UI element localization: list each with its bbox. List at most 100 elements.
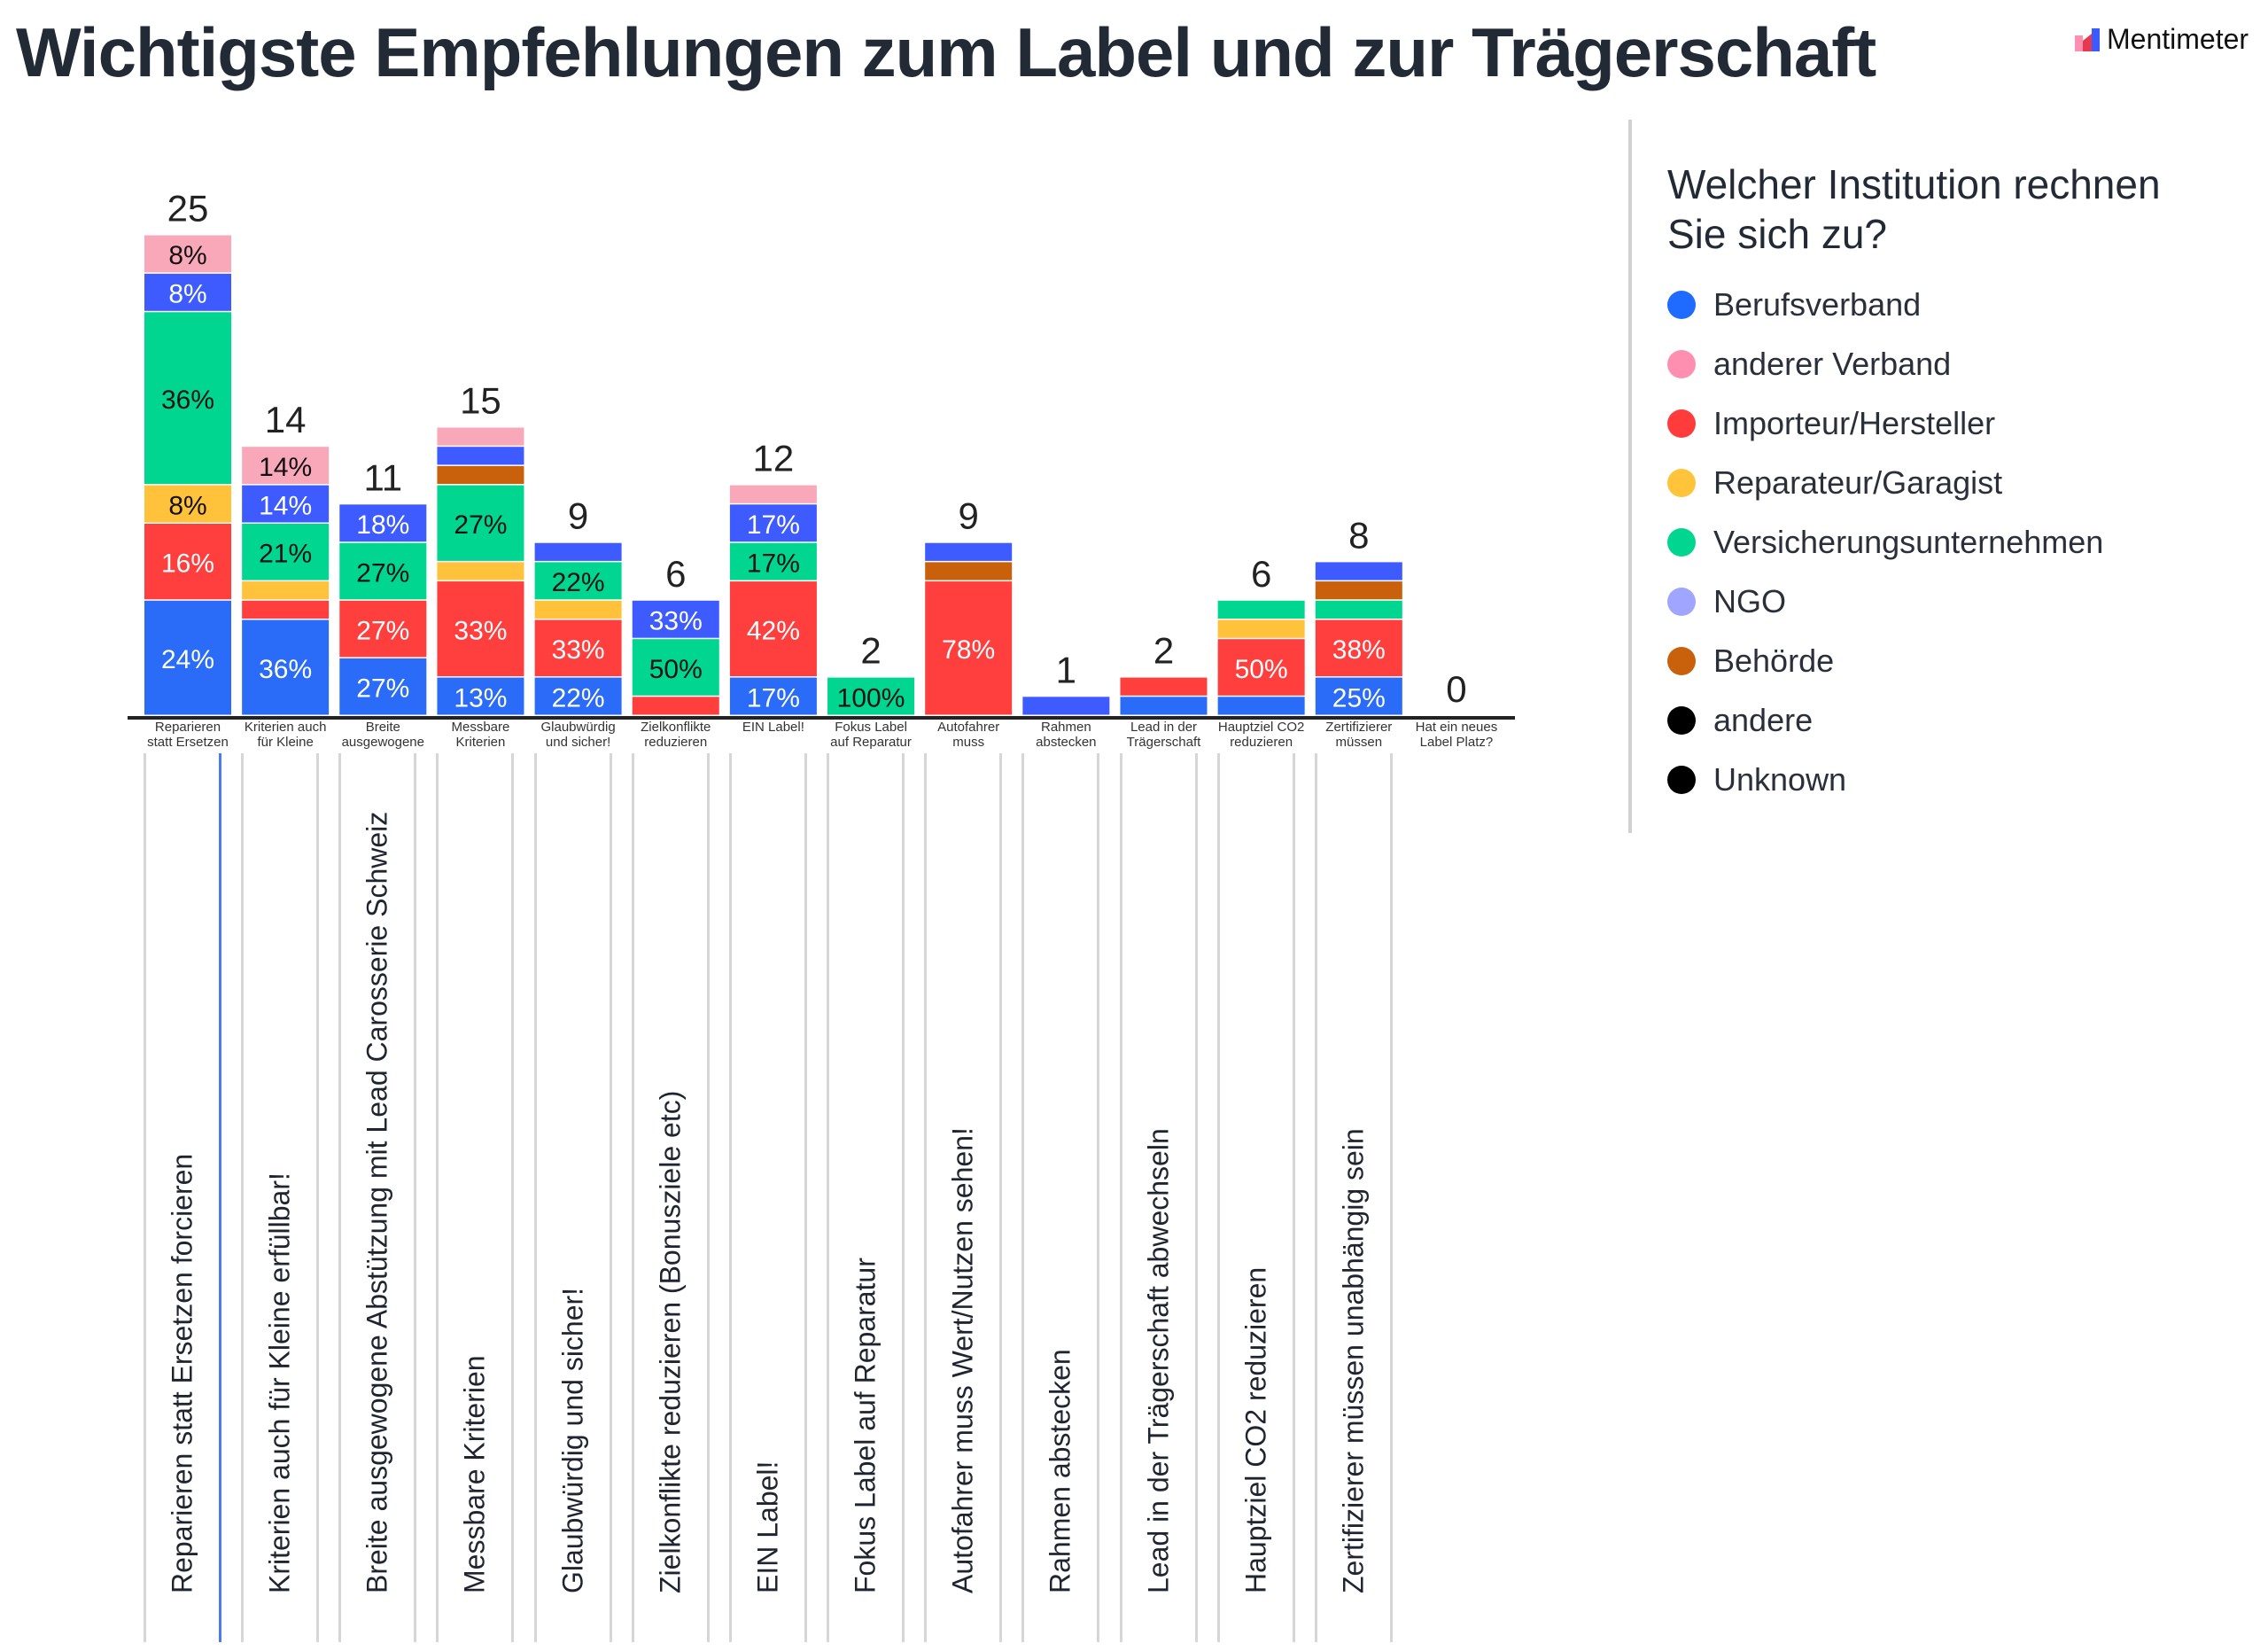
x-tick-label: Zielkonflikte reduzieren bbox=[630, 720, 722, 755]
bar-total-label: 8 bbox=[1348, 514, 1369, 556]
bar-group: 78% 9 bbox=[925, 495, 1013, 715]
bar-segment bbox=[437, 562, 524, 580]
answer-card-text: Rahmen abstecken bbox=[1044, 1349, 1076, 1593]
bar-group: 36% 21% 14% 14% 14 bbox=[242, 399, 330, 715]
legend-divider bbox=[1628, 120, 1632, 833]
answer-card[interactable]: Autofahrer muss Wert/Nutzen sehen! bbox=[924, 753, 1003, 1642]
bar-segment bbox=[242, 619, 330, 715]
x-tick-label-line: Glaubwürdig bbox=[540, 720, 616, 735]
answer-card[interactable]: EIN Label! bbox=[728, 753, 807, 1642]
answer-card-text: Lead in der Trägerschaft abwechseln bbox=[1142, 1128, 1174, 1593]
x-tick-label: Hauptziel CO2 reduzieren bbox=[1216, 720, 1308, 755]
x-tick-label-line: muss bbox=[952, 735, 985, 750]
bars-layer: 24%16%8%36%8%8%2536%21%14%14%1427%27%27%… bbox=[128, 188, 1515, 720]
answer-card-text: Hauptziel CO2 reduzieren bbox=[1239, 1266, 1272, 1593]
mentimeter-logo-icon bbox=[2075, 27, 2100, 51]
answer-card[interactable]: Hauptziel CO2 reduzieren bbox=[1216, 753, 1295, 1642]
segment-percent-label: 42% bbox=[747, 616, 800, 645]
segment-percent-label: 50% bbox=[649, 655, 703, 684]
x-tick-label-line: Hauptziel CO2 bbox=[1217, 720, 1305, 735]
legend-dot-icon bbox=[1667, 646, 1696, 675]
answer-card[interactable]: Glaubwürdig und sicher! bbox=[533, 753, 612, 1642]
segment-percent-label: 38% bbox=[1332, 635, 1386, 665]
answer-card[interactable]: Messbare Kriterien bbox=[436, 753, 515, 1642]
bar-segment bbox=[534, 542, 622, 561]
answer-card[interactable]: Zertifizierer müssen unabhängig sein bbox=[1314, 753, 1393, 1642]
answer-card[interactable]: Zielkonflikte reduzieren (Bonusziele etc… bbox=[631, 753, 710, 1642]
x-tick-label-line: reduzieren bbox=[1230, 735, 1293, 750]
legend-label: Berufsverband bbox=[1713, 285, 1922, 323]
bar-total-label: 9 bbox=[959, 495, 979, 537]
segment-percent-label: 27% bbox=[356, 558, 409, 588]
answer-card[interactable]: Reparieren statt Ersetzen forcieren bbox=[144, 753, 221, 1642]
x-tick-label-line: ausgewogene bbox=[341, 735, 424, 750]
legend-label: anderer Verband bbox=[1713, 345, 1952, 382]
bar-segment bbox=[729, 504, 817, 542]
bar-group: 27% 27% 27% 18% 11 bbox=[339, 456, 427, 715]
segment-percent-label: 16% bbox=[161, 549, 214, 578]
answer-card[interactable]: Kriterien auch für Kleine erfüllbar! bbox=[241, 753, 320, 1642]
segment-percent-label: 14% bbox=[259, 453, 312, 482]
bar-group: 22% 33% 22% 9 bbox=[534, 495, 622, 715]
bar-segment bbox=[827, 677, 915, 715]
segment-percent-label: 33% bbox=[649, 607, 703, 636]
bar-segment bbox=[242, 485, 330, 523]
x-tick-label: Kriterien auch für Kleine bbox=[239, 720, 331, 755]
bar-segment bbox=[632, 639, 719, 696]
bar-segment bbox=[242, 581, 330, 600]
bar-total-label: 9 bbox=[568, 495, 588, 537]
segment-percent-label: 8% bbox=[168, 491, 206, 520]
answer-card[interactable]: Lead in der Trägerschaft abwechseln bbox=[1119, 753, 1198, 1642]
bar-segment bbox=[144, 600, 231, 715]
x-tick-label: Rahmen abstecken bbox=[1020, 720, 1112, 755]
bar-segment bbox=[144, 485, 231, 523]
x-tick-label-line: Reparieren bbox=[154, 720, 221, 735]
bar-segment bbox=[437, 485, 524, 561]
answer-card[interactable]: Rahmen abstecken bbox=[1021, 753, 1100, 1642]
segment-percent-label: 33% bbox=[454, 616, 507, 645]
bar-total-label: 6 bbox=[1251, 553, 1271, 595]
bar-segment bbox=[437, 447, 524, 465]
bar-segment bbox=[242, 524, 330, 580]
bar-segment bbox=[1315, 619, 1402, 677]
x-tick-label: Breite ausgewogene bbox=[337, 720, 429, 755]
bar-segment bbox=[144, 524, 231, 600]
segment-percent-label: 27% bbox=[356, 616, 409, 645]
bar-segment bbox=[729, 485, 817, 503]
bar-group: 0 bbox=[1446, 668, 1466, 710]
answer-card-text: Zielkonflikte reduzieren (Bonusziele etc… bbox=[654, 1090, 687, 1593]
answer-card[interactable]: Fokus Label auf Reparatur bbox=[827, 753, 905, 1642]
bar-total-label: 2 bbox=[1153, 630, 1174, 672]
x-tick-label-line: Zertifizierer bbox=[1325, 720, 1393, 735]
x-tick-label-line: Messbare bbox=[451, 720, 510, 735]
x-tick-label-line: Lead in der bbox=[1130, 720, 1198, 735]
bar-segment bbox=[242, 600, 330, 619]
bar-group: 25% 38% 8 bbox=[1315, 514, 1402, 715]
bar-segment bbox=[925, 562, 1013, 580]
bar-segment bbox=[1315, 581, 1402, 600]
bar-segment bbox=[729, 677, 817, 715]
bar-total-label: 0 bbox=[1446, 668, 1466, 710]
x-tick-label: Glaubwürdig und sicher! bbox=[532, 720, 625, 755]
x-tick-label-line: Kriterien auch bbox=[244, 720, 327, 735]
answer-card[interactable]: Breite ausgewogene Abstützung mit Lead C… bbox=[338, 753, 417, 1642]
bar-segment bbox=[144, 235, 231, 273]
x-tick-label-line: Kriterien bbox=[455, 735, 506, 750]
legend-label: NGO bbox=[1713, 582, 1787, 619]
bar-segment bbox=[437, 677, 524, 715]
bar-group: 17% 42% 17% 17% 12 bbox=[729, 438, 817, 715]
segment-percent-label: 8% bbox=[168, 280, 206, 309]
legend-label: andere bbox=[1713, 701, 1814, 738]
bar-total-label: 2 bbox=[860, 630, 881, 672]
bar-segment bbox=[925, 581, 1013, 715]
bar-segment bbox=[729, 542, 817, 580]
segment-percent-label: 27% bbox=[454, 510, 507, 540]
bar-group: 1 bbox=[1022, 649, 1110, 715]
answer-card-text: Glaubwürdig und sicher! bbox=[556, 1287, 589, 1593]
x-tick-label: Fokus Label auf Reparatur bbox=[825, 720, 917, 755]
legend-item: anderer Verband bbox=[1667, 334, 2199, 393]
segment-percent-label: 17% bbox=[747, 549, 800, 578]
legend-dot-icon bbox=[1667, 409, 1696, 438]
legend-item: NGO bbox=[1667, 572, 2199, 631]
bar-segment bbox=[729, 581, 817, 677]
